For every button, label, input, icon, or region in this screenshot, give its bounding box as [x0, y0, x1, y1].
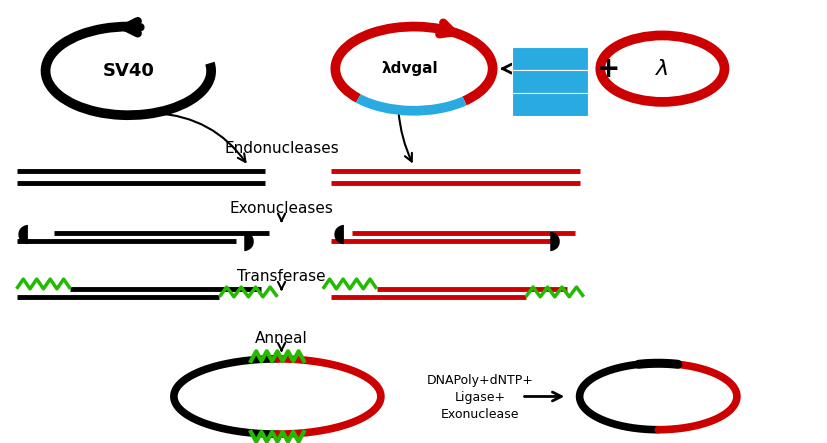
- FancyBboxPatch shape: [511, 93, 587, 116]
- Text: Exonuclease: Exonuclease: [441, 408, 519, 421]
- Text: Exonucleases: Exonucleases: [229, 201, 333, 216]
- Text: Endonucleases: Endonucleases: [224, 141, 338, 156]
- Text: Transferase: Transferase: [237, 269, 326, 284]
- Text: λdvgal: λdvgal: [381, 61, 437, 76]
- Text: Anneal: Anneal: [255, 331, 308, 346]
- Text: ◖: ◖: [332, 222, 346, 245]
- Text: ◗: ◗: [241, 229, 255, 253]
- Text: Gene O: Gene O: [527, 53, 571, 63]
- Text: λ: λ: [655, 58, 668, 79]
- Text: DNAPoly+dNTP+: DNAPoly+dNTP+: [426, 374, 533, 388]
- Text: Gene P: Gene P: [527, 76, 571, 86]
- Text: ◖: ◖: [17, 222, 30, 245]
- Text: Gal: Gal: [539, 99, 559, 109]
- Text: SV40: SV40: [103, 62, 154, 80]
- Text: Ligase+: Ligase+: [454, 391, 505, 404]
- Text: ◗: ◗: [547, 229, 561, 253]
- FancyBboxPatch shape: [511, 70, 587, 93]
- FancyBboxPatch shape: [511, 47, 587, 70]
- Text: +: +: [596, 54, 619, 83]
